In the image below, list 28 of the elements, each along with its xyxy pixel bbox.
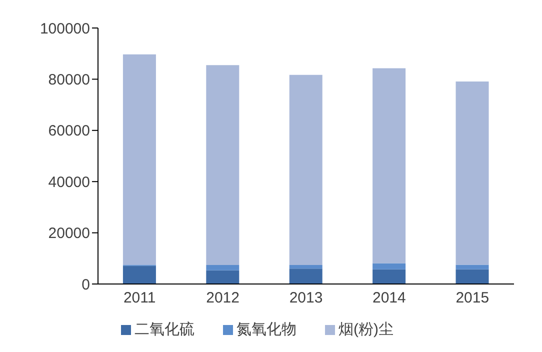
x-tick-label: 2011 <box>123 290 156 307</box>
y-tick-label: 60000 <box>48 122 90 140</box>
y-tick-label: 100000 <box>40 20 90 38</box>
bar <box>122 266 156 284</box>
bar <box>289 74 322 266</box>
bar <box>372 68 406 264</box>
legend-label: 氮氧化物 <box>236 321 296 338</box>
bar <box>289 265 322 269</box>
bar <box>206 270 240 284</box>
bar <box>289 268 322 284</box>
x-tick-label: 2014 <box>372 290 406 307</box>
y-tick-label: 80000 <box>48 72 90 89</box>
x-tick-label: 2012 <box>206 290 240 307</box>
y-tick-label: 0 <box>82 276 90 294</box>
bar <box>456 269 489 284</box>
x-tick-label: 2015 <box>456 290 490 307</box>
y-tick-label: 40000 <box>48 174 90 191</box>
x-tick-label: 2013 <box>289 290 323 307</box>
bar <box>456 264 489 270</box>
bar <box>372 263 406 270</box>
bar <box>206 65 240 266</box>
bar <box>122 54 156 265</box>
bar <box>456 82 489 265</box>
legend-label: 烟(粉)尘 <box>338 321 394 338</box>
legend-label: 二氧化硫 <box>134 321 194 338</box>
bar <box>206 265 240 270</box>
y-tick-label: 20000 <box>48 225 90 242</box>
bar <box>372 269 406 284</box>
